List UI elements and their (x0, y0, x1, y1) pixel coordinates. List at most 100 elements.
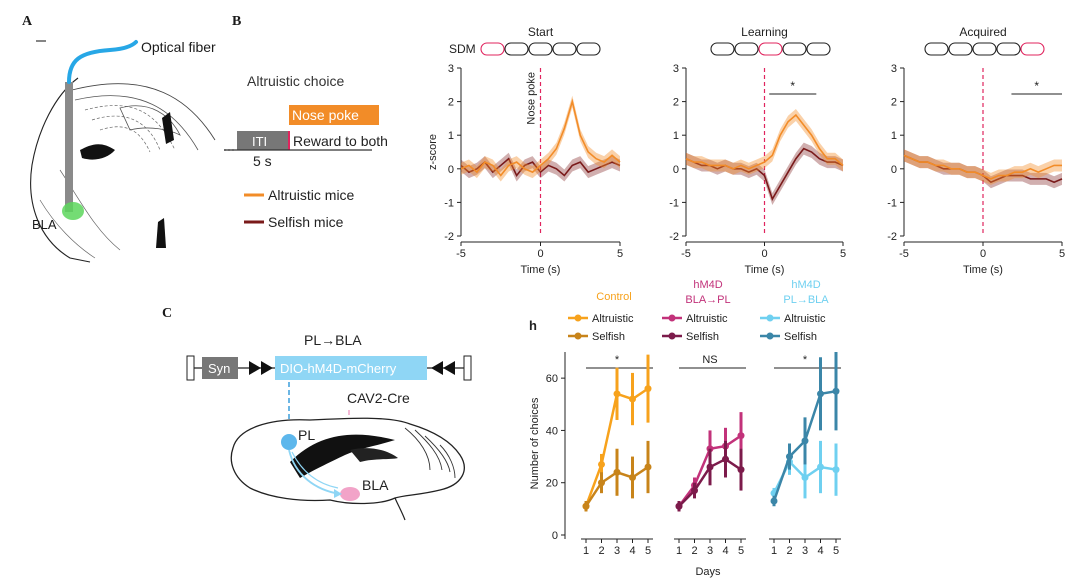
choices-chart: h 0 20 40 60 Number of choices Control Altruist… (529, 279, 841, 578)
h-x-tick-label: 5 (738, 545, 744, 557)
sdm-stage-box (1020, 42, 1045, 56)
h-x-tick-label: 3 (802, 545, 808, 557)
chart-title: Learning (741, 25, 788, 39)
y-tick-label: -2 (669, 231, 679, 243)
significance-marker: * (790, 79, 795, 93)
data-point (737, 466, 745, 474)
h-y-tick-label: 60 (546, 373, 558, 385)
y-tick-label: 3 (891, 63, 897, 75)
legend-label: Selfish (686, 331, 719, 343)
sdm-stage-box (552, 42, 577, 56)
legend-marker (574, 332, 582, 340)
zscore-chart-1: Start -2 -1 0 1 2 3 -5 0 5 Time (s) z-score Nose pok… (427, 25, 623, 276)
h-y-tick-label: 20 (546, 478, 558, 490)
x-tick-label: -5 (456, 248, 466, 260)
h-y-tick-label: 0 (552, 530, 558, 542)
data-point (786, 453, 793, 461)
brain-outline-cortex (71, 83, 216, 141)
legend-label-selfish: Selfish mice (268, 214, 344, 230)
h-x-tick-label: 5 (833, 545, 839, 557)
optical-fiber-cable (67, 40, 138, 84)
data-point (613, 468, 621, 476)
sdm-stage-box (504, 42, 529, 56)
sdm-stage-box (710, 42, 735, 56)
x-tick-label: 5 (1059, 248, 1065, 260)
pl-label: PL (298, 427, 315, 443)
h-series (675, 440, 745, 512)
legend-label: Altruistic (784, 313, 826, 325)
series-band (904, 149, 1062, 189)
series-band (461, 152, 620, 182)
group-1: Control Altruistic Selfish 1 2 3 4 5 * (568, 291, 653, 557)
data-point (722, 455, 729, 463)
y-tick-label: 2 (448, 97, 454, 109)
h-y-axis-label: Number of choices (529, 397, 541, 489)
data-point (598, 460, 605, 468)
x-axis-label: Time (s) (521, 264, 561, 276)
y-tick-label: -2 (444, 231, 454, 243)
series-band (686, 142, 843, 206)
hippocampus-dark (350, 448, 398, 462)
data-point (644, 385, 652, 393)
syn-promoter-box (202, 357, 238, 379)
nose-poke-box (289, 105, 379, 125)
significance-marker: * (1034, 79, 1039, 93)
optical-fiber-label: Optical fiber (141, 39, 216, 55)
legend-label: Selfish (592, 331, 625, 343)
projection-pl-to-bla (288, 449, 341, 495)
h-x-tick-label: 4 (722, 545, 728, 557)
data-point (832, 466, 840, 474)
y-tick-label: 3 (673, 63, 679, 75)
virus-label: CAV2-Cre (347, 390, 410, 406)
y-tick-label: 1 (891, 130, 897, 142)
series-line (685, 147, 844, 201)
bla-target-region (62, 202, 84, 220)
sdm-label: SDM (449, 42, 476, 56)
data-point (629, 473, 636, 481)
zscore-chart-2: Learning -2 -1 0 1 2 3 -5 0 5 Time (s) * (669, 25, 846, 276)
h-x-tick-label: 2 (691, 545, 697, 557)
pl-region (281, 434, 297, 450)
data-point (598, 479, 605, 487)
optical-fiber-cannula (65, 82, 73, 212)
panel-b-legend: Altruistic mice Selfish mice (244, 187, 355, 230)
hippocampus-lines (84, 105, 176, 153)
hippocampus-shape (119, 105, 181, 136)
brain-outline-outer (30, 77, 91, 263)
data-point (675, 502, 683, 510)
sdm-stage-box (528, 42, 553, 56)
y-tick-label: -1 (887, 197, 897, 209)
h-x-tick-label: 4 (817, 545, 823, 557)
chart-title: Start (528, 25, 554, 39)
zscore-chart-3: Acquired -2 -1 0 1 2 3 -5 0 5 Time (s) * (887, 25, 1065, 276)
y-tick-label: 1 (673, 130, 679, 142)
bla-region-label: BLA (362, 477, 389, 493)
task-label: Altruistic choice (247, 73, 344, 89)
group-label: PL→BLA (783, 294, 829, 306)
sdm-stage-box (734, 42, 759, 56)
itr-right (463, 355, 472, 381)
series-line (903, 154, 1062, 180)
syn-label: Syn (208, 361, 230, 376)
projection-pl-to-bla-2 (291, 451, 339, 489)
legend-label: Selfish (784, 331, 817, 343)
y-tick-label: 1 (448, 130, 454, 142)
h-series (582, 440, 652, 512)
y-tick-label: 0 (448, 164, 454, 176)
hm4d-construct-box (275, 356, 427, 380)
cerebellum-folds (404, 427, 456, 479)
h-x-tick-label: 1 (771, 545, 777, 557)
legend-label: Altruistic (686, 313, 728, 325)
sdm-stage-box (782, 42, 807, 56)
chart-title: Acquired (959, 25, 1006, 39)
panel-letter-c: C (162, 306, 173, 321)
group-2: hM4D BLA→PL Altruistic Selfish 1 2 3 4 5 NS (662, 279, 746, 557)
x-axis-label: Time (s) (963, 264, 1003, 276)
h-x-tick-label: 1 (676, 545, 682, 557)
series-line (685, 113, 844, 170)
y-tick-label: -1 (444, 197, 454, 209)
y-tick-label: 2 (673, 97, 679, 109)
x-tick-label: 0 (537, 248, 543, 260)
duration-label: 5 s (253, 153, 272, 169)
panel-a-brain-section (30, 40, 216, 263)
